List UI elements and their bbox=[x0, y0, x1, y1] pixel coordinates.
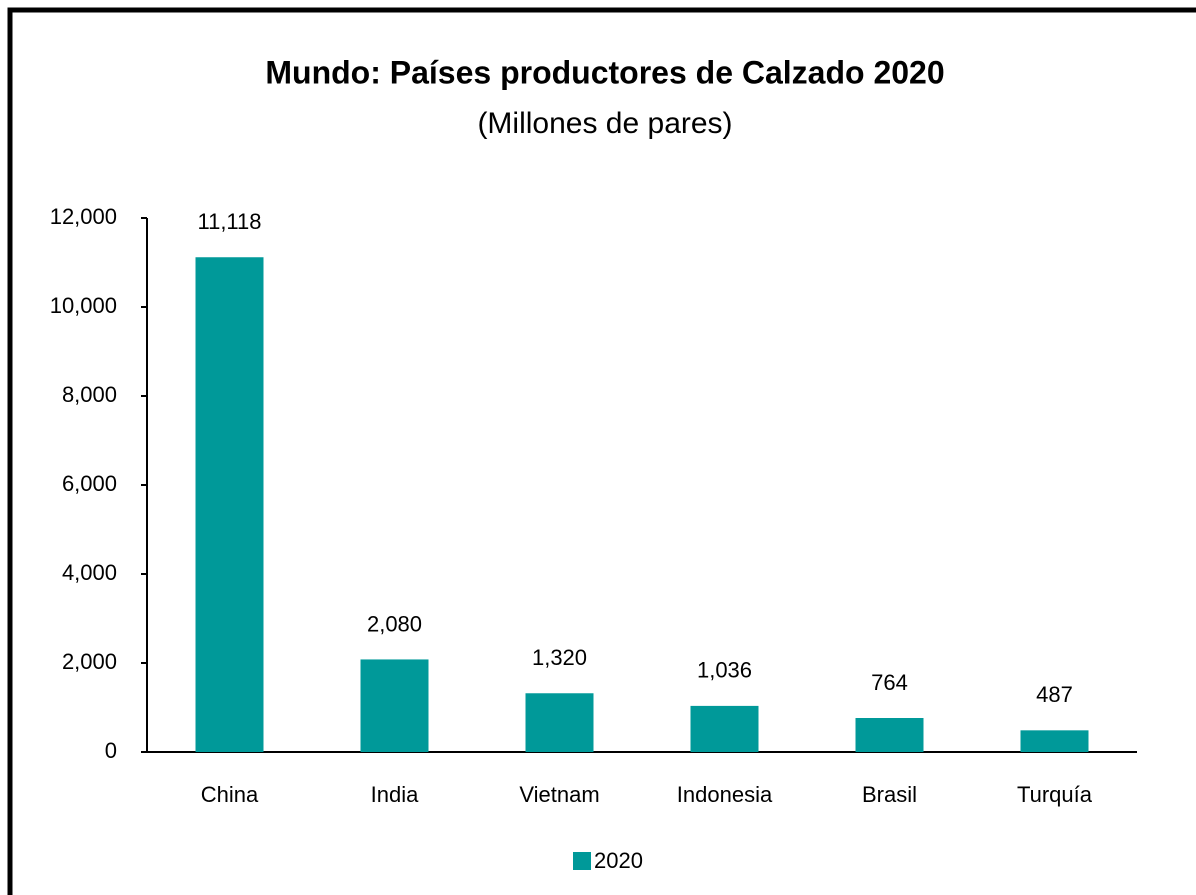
y-tick-label: 4,000 bbox=[62, 560, 117, 585]
legend-swatch bbox=[573, 852, 591, 870]
data-label: 1,036 bbox=[697, 658, 752, 683]
x-tick-label: Indonesia bbox=[677, 782, 773, 807]
y-tick-label: 0 bbox=[105, 738, 117, 763]
y-tick-label: 6,000 bbox=[62, 471, 117, 496]
data-label: 1,320 bbox=[532, 645, 587, 670]
data-label: 11,118 bbox=[197, 209, 261, 234]
x-tick-label: India bbox=[371, 782, 419, 807]
data-label: 487 bbox=[1036, 682, 1073, 707]
y-tick-label: 8,000 bbox=[62, 382, 117, 407]
y-tick-label: 10,000 bbox=[50, 293, 117, 318]
chart-subtitle: (Millones de pares) bbox=[477, 107, 732, 140]
chart-title: Mundo: Países productores de Calzado 202… bbox=[265, 54, 944, 90]
x-tick-label: Vietnam bbox=[519, 782, 599, 807]
legend-label: 2020 bbox=[594, 848, 643, 873]
bar bbox=[855, 718, 924, 752]
data-label: 2,080 bbox=[367, 611, 422, 636]
x-tick-label: Brasil bbox=[862, 782, 917, 807]
x-tick-label: China bbox=[201, 782, 259, 807]
bar bbox=[1020, 730, 1089, 752]
bar bbox=[525, 693, 594, 752]
bar bbox=[690, 705, 759, 752]
chart-border bbox=[7, 7, 1196, 895]
y-tick-label: 12,000 bbox=[50, 204, 117, 229]
y-tick-label: 2,000 bbox=[62, 649, 117, 674]
bar bbox=[360, 659, 429, 752]
x-tick-label: Turquía bbox=[1017, 782, 1093, 807]
bar bbox=[195, 257, 264, 752]
data-label: 764 bbox=[871, 670, 908, 695]
